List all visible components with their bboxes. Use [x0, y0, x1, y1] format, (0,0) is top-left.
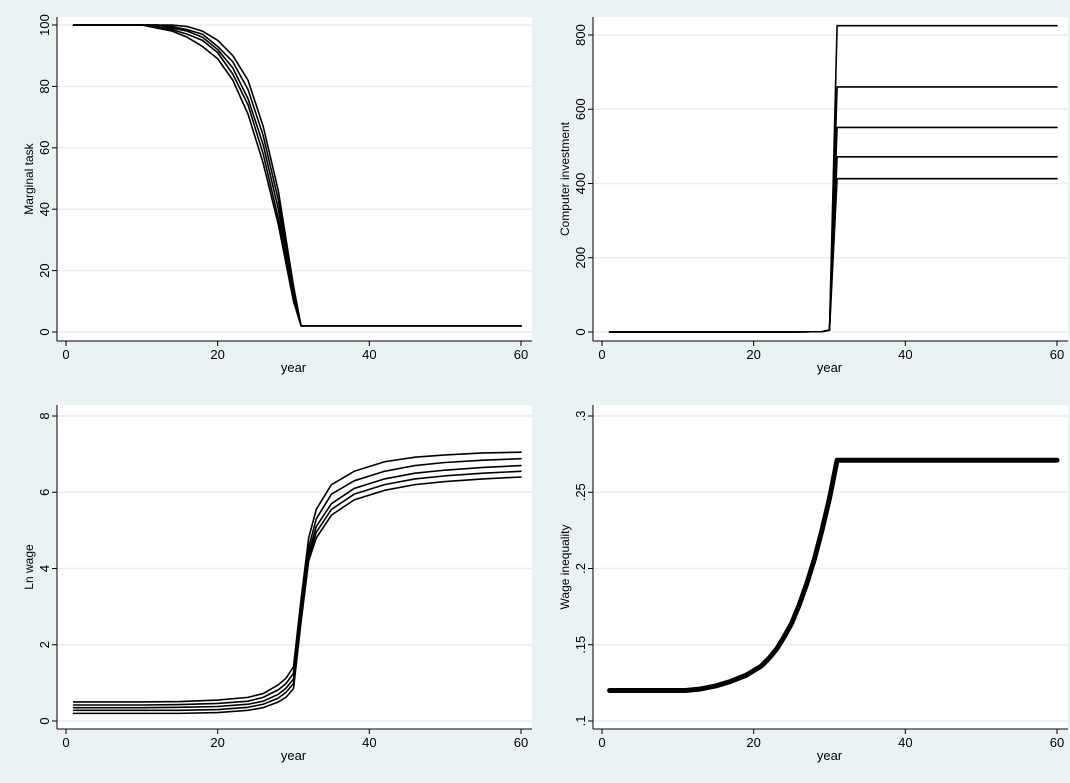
x-tick-label: 20 [210, 735, 224, 750]
wage-inequality-panel: 0 20 40 60 .1 .15 .2 .25 .3 year Wage inequality [558, 405, 1068, 763]
y-tick-label: 400 [573, 173, 588, 195]
y-tick-label: .1 [573, 716, 588, 727]
y-tick-label: .2 [573, 563, 588, 574]
x-tick-label: 60 [514, 347, 528, 362]
plot-area [593, 405, 1068, 729]
y-tick-label: 0 [37, 328, 52, 335]
x-tick-label: 60 [1050, 735, 1064, 750]
y-tick-label: 40 [37, 202, 52, 216]
y-axis-title: Computer investment [558, 121, 572, 236]
series-line-5 [72, 451, 522, 703]
y-tick-label: 20 [37, 263, 52, 277]
y-tick-label: 100 [37, 14, 52, 36]
x-tick-label: 60 [1050, 347, 1064, 362]
series-line-4 [72, 24, 522, 327]
y-tick-label: 600 [573, 98, 588, 120]
y-tick-label: 800 [573, 24, 588, 46]
x-tick-label: 20 [746, 735, 760, 750]
x-tick-label: 20 [746, 347, 760, 362]
x-axis-title: year [281, 748, 307, 763]
x-tick-label: 40 [898, 735, 912, 750]
y-tick-label: 80 [37, 79, 52, 93]
x-tick-label: 40 [362, 735, 376, 750]
ln-wage-panel: 0 20 40 60 0 2 4 6 8 year Ln wage [22, 405, 532, 763]
y-tick-label: 60 [37, 141, 52, 155]
y-tick-label: 0 [37, 717, 52, 724]
y-tick-label: .25 [573, 483, 588, 501]
y-axis-title: Wage inequality [558, 525, 572, 610]
x-tick-label: 0 [62, 347, 69, 362]
x-axis-title: year [817, 748, 843, 763]
y-tick-label: 6 [37, 489, 52, 496]
x-tick-label: 60 [514, 735, 528, 750]
x-tick-label: 20 [210, 347, 224, 362]
series-line-5 [608, 24, 1058, 333]
y-axis-title: Marginal task [22, 142, 36, 214]
series-line-5 [72, 24, 522, 327]
y-tick-label: 200 [573, 247, 588, 269]
y-tick-label: 2 [37, 641, 52, 648]
x-tick-label: 40 [362, 347, 376, 362]
y-tick-label: 0 [573, 328, 588, 335]
y-tick-label: .3 [573, 411, 588, 422]
y-axis-title: Ln wage [22, 544, 36, 590]
series-line-1 [607, 457, 1060, 693]
x-axis-title: year [817, 360, 843, 375]
y-tick-label: 4 [37, 565, 52, 572]
y-tick-label: .15 [573, 636, 588, 654]
x-axis-title: year [281, 360, 307, 375]
x-tick-label: 0 [598, 735, 605, 750]
marginal-task-panel: 0 20 40 60 0 20 40 60 80 100 year Marginal task [22, 14, 532, 375]
x-tick-label: 0 [62, 735, 69, 750]
x-tick-label: 0 [598, 347, 605, 362]
y-tick-label: 8 [37, 412, 52, 419]
x-tick-label: 40 [898, 347, 912, 362]
